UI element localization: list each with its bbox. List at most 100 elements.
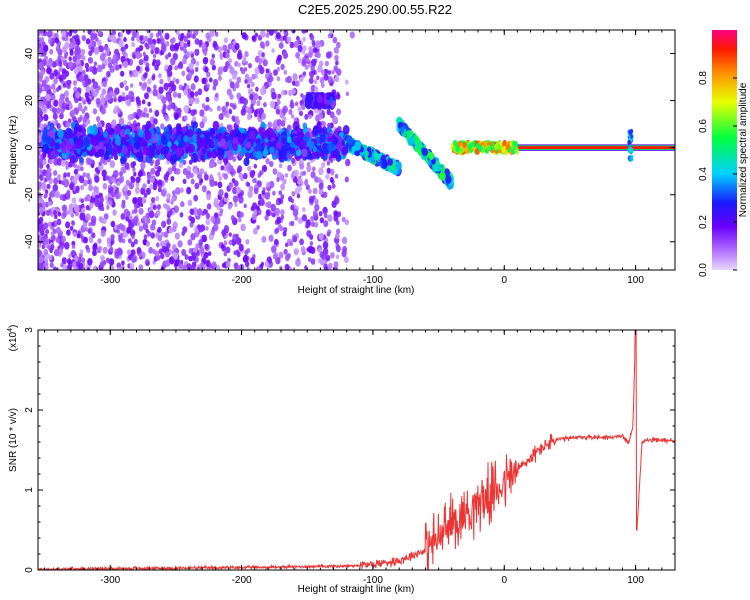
heatmap-cell (191, 252, 197, 260)
heatmap-cell (223, 37, 228, 44)
heatmap-cell (326, 142, 334, 152)
heatmap-cell (92, 89, 99, 98)
heatmap-cell (123, 80, 128, 86)
heatmap-cell (158, 184, 162, 190)
heatmap-cell (408, 137, 415, 147)
heatmap-cell (260, 30, 266, 38)
heatmap-cell (239, 211, 244, 218)
heatmap-cell (154, 250, 160, 257)
heatmap-cell (81, 48, 85, 54)
heatmap-cell (193, 30, 199, 36)
heatmap-cell (100, 107, 106, 115)
heatmap-cell (313, 79, 318, 85)
heatmap-cell (254, 32, 259, 38)
heatmap-cell (225, 261, 231, 268)
heatmap-cell (111, 177, 116, 184)
heatmap-cell (119, 175, 125, 183)
y-tick-label: -20 (24, 187, 35, 202)
heatmap-cell (276, 66, 281, 72)
heatmap-cell (195, 243, 200, 250)
heatmap-cell (234, 202, 238, 207)
heatmap-cell (197, 88, 203, 96)
heatmap-cell (246, 182, 251, 187)
heatmap-cell (92, 81, 99, 89)
heatmap-cell (163, 231, 169, 238)
heatmap-cell (112, 58, 116, 64)
heatmap-cell (132, 197, 138, 205)
heatmap-cell (176, 147, 183, 156)
heatmap-cell (283, 69, 288, 75)
heatmap-cell (38, 266, 43, 270)
heatmap-cell (225, 113, 230, 119)
heatmap-cell (110, 66, 115, 73)
heatmap-cell (104, 50, 109, 57)
heatmap-cell (39, 174, 44, 181)
heatmap-cell (85, 85, 91, 93)
heatmap-cell (462, 141, 467, 148)
heatmap-cell (69, 37, 73, 43)
heatmap-cell (116, 224, 121, 230)
heatmap-cell (192, 247, 198, 254)
heatmap-cell (188, 247, 193, 254)
heatmap-cell (122, 50, 126, 56)
heatmap-cell (102, 246, 108, 254)
heatmap-cell (152, 183, 158, 191)
heatmap-cell (113, 93, 117, 99)
heatmap-cell (82, 116, 87, 123)
heatmap-cell (127, 218, 132, 224)
heatmap-cell (87, 258, 93, 266)
heatmap-cell (194, 91, 199, 97)
heatmap-cell (302, 207, 306, 212)
x-tick-label: -100 (363, 275, 383, 286)
heatmap-cell (133, 238, 138, 245)
heatmap-cell (124, 43, 129, 50)
heatmap-cell (198, 239, 203, 246)
heatmap-cell (61, 204, 67, 212)
heatmap-cell (83, 105, 88, 111)
heatmap-cell (138, 170, 143, 177)
heatmap-cell (282, 178, 287, 185)
heatmap-cell (165, 54, 169, 60)
heatmap-cell (140, 202, 144, 208)
heatmap-cell (314, 198, 319, 205)
heatmap-cell (335, 93, 341, 100)
heatmap-cell (49, 262, 54, 268)
heatmap-cell (79, 249, 84, 255)
heatmap-cell (72, 30, 78, 34)
heatmap-cell (258, 66, 265, 75)
heatmap-cell (176, 30, 180, 36)
heatmap-cell (231, 72, 237, 80)
heatmap-cell (309, 241, 313, 246)
heatmap-cell (222, 44, 227, 51)
heatmap-cell (157, 234, 163, 242)
heatmap-cell (308, 195, 315, 204)
heatmap-cell (38, 82, 42, 90)
heatmap-cell (80, 166, 84, 172)
heatmap-cell (175, 168, 181, 175)
heatmap-cell (265, 40, 270, 47)
heatmap-cell (82, 179, 88, 187)
heatmap-cell (118, 117, 125, 126)
heatmap-cell (161, 136, 168, 145)
heatmap-cell (278, 251, 284, 259)
heatmap-cell (89, 66, 94, 73)
heatmap-cell (328, 262, 333, 270)
heatmap-cell (283, 248, 288, 255)
heatmap-cell (280, 63, 285, 70)
heatmap-cell (119, 32, 123, 38)
heatmap-cell (146, 86, 151, 93)
heatmap-cell (292, 208, 299, 217)
heatmap-cell (39, 123, 44, 131)
heatmap-cell (211, 53, 215, 59)
heatmap-cell (38, 218, 42, 225)
heatmap-cell (81, 127, 87, 134)
heatmap-cell (116, 181, 121, 187)
heatmap-cell (289, 241, 294, 247)
heatmap-cell (249, 130, 256, 140)
heatmap-cell (217, 46, 223, 53)
heatmap-cell (188, 255, 193, 262)
heatmap-cell (272, 168, 278, 175)
heatmap-cell (261, 52, 265, 57)
heatmap-cell (296, 35, 300, 41)
heatmap-cell (47, 102, 52, 109)
